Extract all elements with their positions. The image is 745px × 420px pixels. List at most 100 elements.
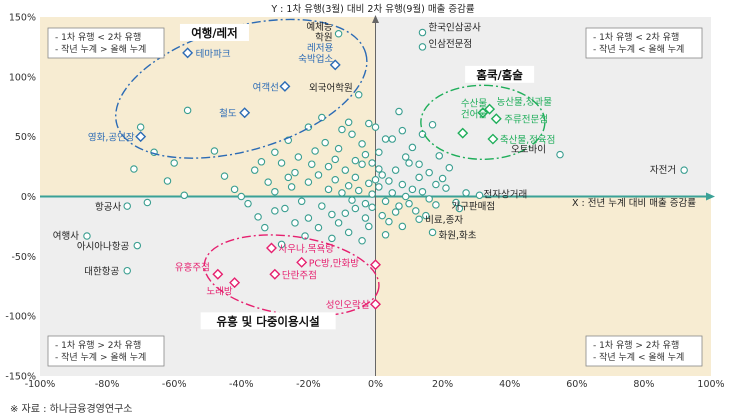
- data-point: [264, 178, 272, 186]
- point-label: 영화,공연장: [88, 133, 135, 144]
- data-point: [385, 177, 393, 185]
- labeled-point: [418, 43, 427, 51]
- point-label: 테마파크: [196, 49, 231, 60]
- data-point: [398, 126, 407, 135]
- group-point: [484, 103, 496, 115]
- labeled-point: [133, 241, 142, 250]
- data-point: [304, 178, 313, 186]
- data-point: [271, 187, 279, 196]
- data-point: [304, 214, 313, 222]
- labeled-point: [123, 266, 131, 275]
- point-label: 축산물,정육점: [500, 134, 555, 146]
- group-point: [296, 256, 308, 268]
- quadrant-note-text: - 1차 유행 > 2차 유행: [55, 339, 141, 351]
- data-point: [143, 198, 152, 207]
- data-point: [388, 189, 397, 197]
- point-label: 성인오락실: [326, 299, 370, 311]
- group-point: [279, 80, 291, 92]
- x-tick-label: 60%: [566, 379, 587, 390]
- data-point: [381, 231, 390, 239]
- data-point: [271, 207, 279, 215]
- data-point: [415, 160, 423, 168]
- labeled-point: [418, 28, 427, 37]
- data-point: [210, 147, 219, 155]
- group-title: 홈쿡/홈술: [476, 68, 523, 82]
- data-point: [331, 155, 339, 164]
- data-point: [381, 197, 390, 206]
- y-tick-label: 100%: [9, 72, 36, 83]
- data-point: [371, 175, 380, 184]
- data-point: [452, 198, 460, 207]
- point-label: 철도: [219, 109, 237, 120]
- x-tick-label: -40%: [229, 379, 254, 390]
- group-point: [487, 133, 499, 145]
- point-label: 사우나,목욕탕: [278, 244, 334, 255]
- group-point: [370, 259, 381, 271]
- data-point: [314, 171, 323, 179]
- data-point: [435, 152, 443, 160]
- data-point: [385, 217, 393, 226]
- group-point: [212, 268, 224, 280]
- x-tick-label: -20%: [296, 379, 321, 390]
- data-point: [301, 232, 309, 240]
- group-title: 여행/레저: [191, 26, 238, 40]
- group-ellipse-homecook: [420, 84, 546, 161]
- data-point: [344, 118, 353, 127]
- data-point: [365, 222, 373, 231]
- data-point: [321, 138, 329, 147]
- point-label: 자전거: [650, 165, 676, 176]
- data-point: [405, 159, 413, 167]
- data-point: [334, 144, 343, 153]
- y-tick-label: -100%: [5, 312, 36, 323]
- data-point: [351, 156, 360, 165]
- data-point: [297, 197, 306, 206]
- data-point: [287, 183, 296, 191]
- data-point: [341, 166, 350, 174]
- labeled-point: [354, 91, 363, 99]
- quadrant-note-box: [47, 335, 165, 367]
- y-tick-label: 150%: [9, 13, 36, 24]
- labeled-point: [428, 228, 437, 237]
- data-point: [371, 123, 380, 131]
- data-point: [368, 159, 376, 167]
- data-point: [358, 140, 366, 148]
- y-tick-label: 0%: [21, 192, 36, 203]
- data-point: [130, 165, 138, 173]
- data-point: [237, 192, 246, 201]
- x-tick-label: 80%: [633, 379, 654, 390]
- x-tick-label: -80%: [95, 379, 120, 390]
- data-point: [361, 214, 370, 222]
- point-label: 수산물, 건어물: [461, 99, 490, 121]
- group-point: [229, 277, 241, 289]
- group-title: 유흥 및 다중이용시설: [217, 314, 320, 328]
- data-point: [163, 177, 172, 185]
- group-point: [477, 107, 489, 119]
- data-point: [354, 186, 363, 195]
- data-point: [445, 164, 454, 172]
- data-point: [328, 234, 336, 243]
- quadrant-note-text: - 작년 누계 < 올해 누계: [593, 43, 684, 55]
- data-point: [348, 196, 356, 204]
- data-point: [361, 199, 370, 208]
- data-point: [284, 173, 293, 182]
- x-axis-title: X : 전년 누계 대비 매출 증감률: [572, 197, 696, 209]
- x-tick-label: -100%: [25, 379, 56, 390]
- data-point: [398, 222, 407, 231]
- x-tick-label: 100%: [697, 379, 724, 390]
- point-label: 여행사: [53, 230, 79, 242]
- point-label: 가구판매점: [451, 200, 495, 212]
- data-point: [338, 125, 346, 134]
- data-point: [378, 211, 386, 220]
- data-point: [358, 237, 366, 245]
- data-point: [375, 165, 383, 173]
- data-point: [422, 211, 430, 220]
- quadrant-note-box: [585, 27, 703, 59]
- quadrant-note-text: - 1차 유행 < 2차 유행: [55, 31, 141, 43]
- labeled-point: [415, 215, 423, 223]
- quadrant-note-text: - 작년 누계 > 올해 누계: [55, 43, 146, 55]
- point-label: 항공사: [95, 202, 121, 213]
- point-label: 예체능 학원: [306, 22, 332, 44]
- quadrant-note-text: - 1차 유행 > 2차 유행: [593, 339, 679, 351]
